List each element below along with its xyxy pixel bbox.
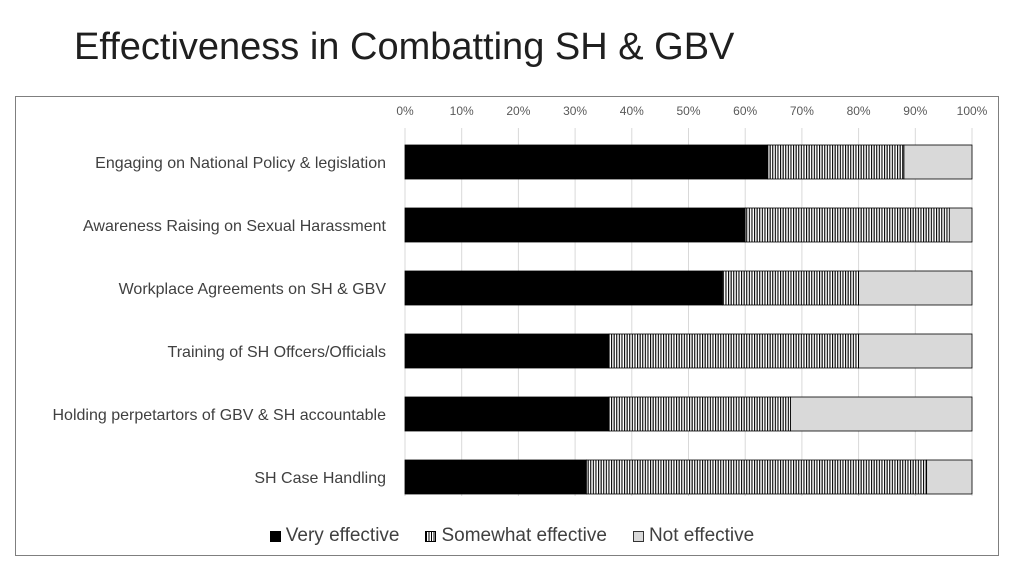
bar-segment-somewhat-effective	[586, 459, 928, 495]
x-tick-label: 70%	[790, 104, 814, 118]
legend-label-very-effective: Very effective	[285, 525, 400, 546]
legend-label-not-effective: Not effective	[648, 525, 755, 546]
x-tick-label: 20%	[506, 104, 530, 118]
legend-item-somewhat-effective: Somewhat effective	[425, 525, 607, 547]
x-tick-label: 80%	[847, 104, 871, 118]
bar-segment-very-effective	[404, 270, 723, 306]
bar-segment-not-effective	[790, 396, 973, 432]
bar-segment-very-effective	[404, 396, 610, 432]
bar-segment-very-effective	[404, 333, 610, 369]
category-label: Engaging on National Policy & legislatio…	[95, 155, 386, 172]
x-tick-label: 10%	[450, 104, 474, 118]
category-label: Workplace Agreements on SH & GBV	[119, 281, 387, 298]
x-tick-label: 50%	[676, 104, 700, 118]
category-label: SH Case Handling	[254, 470, 386, 487]
slide-title: Effectiveness in Combatting SH & GBV	[74, 26, 735, 68]
bar-segment-very-effective	[404, 207, 746, 243]
bar-segment-not-effective	[926, 459, 973, 495]
x-tick-label: 100%	[957, 104, 988, 118]
category-labels: Engaging on National Policy & legislatio…	[52, 155, 386, 487]
x-tick-label: 60%	[733, 104, 757, 118]
bar-segment-very-effective	[404, 459, 587, 495]
legend-swatch-not-effective	[632, 530, 644, 542]
x-tick-label: 40%	[620, 104, 644, 118]
x-tick-label: 0%	[396, 104, 414, 118]
legend-item-not-effective: Not effective	[632, 525, 755, 547]
category-label: Training of SH Offcers/Officials	[168, 344, 386, 361]
legend-item-very-effective: Very effective	[269, 525, 400, 547]
legend-swatch-somewhat-effective	[425, 530, 437, 542]
bar-segment-somewhat-effective	[744, 207, 950, 243]
bar-segment-not-effective	[858, 333, 973, 369]
category-label: Awareness Raising on Sexual Harassment	[83, 218, 387, 235]
bar-segment-somewhat-effective	[767, 144, 905, 180]
bar-segments	[404, 144, 973, 495]
category-label: Holding perpetartors of GBV & SH account…	[52, 407, 386, 424]
legend-swatch-very-effective	[269, 530, 281, 542]
bar-segment-somewhat-effective	[608, 333, 859, 369]
bar-segment-very-effective	[404, 144, 769, 180]
bar-segment-not-effective	[948, 207, 973, 243]
x-tick-label: 30%	[563, 104, 587, 118]
legend: Very effective Somewhat effective Not ef…	[0, 524, 1024, 548]
legend-label-somewhat-effective: Somewhat effective	[441, 525, 607, 546]
bar-segment-somewhat-effective	[722, 270, 860, 306]
bar-segment-somewhat-effective	[608, 396, 791, 432]
x-tick-label: 90%	[903, 104, 927, 118]
x-axis-ticks: 0% 10% 20% 30% 40% 50% 60% 70% 80% 90% 100%	[396, 104, 987, 118]
gridlines	[404, 128, 973, 496]
bar-segment-not-effective	[903, 144, 973, 180]
bar-segment-not-effective	[858, 270, 973, 306]
